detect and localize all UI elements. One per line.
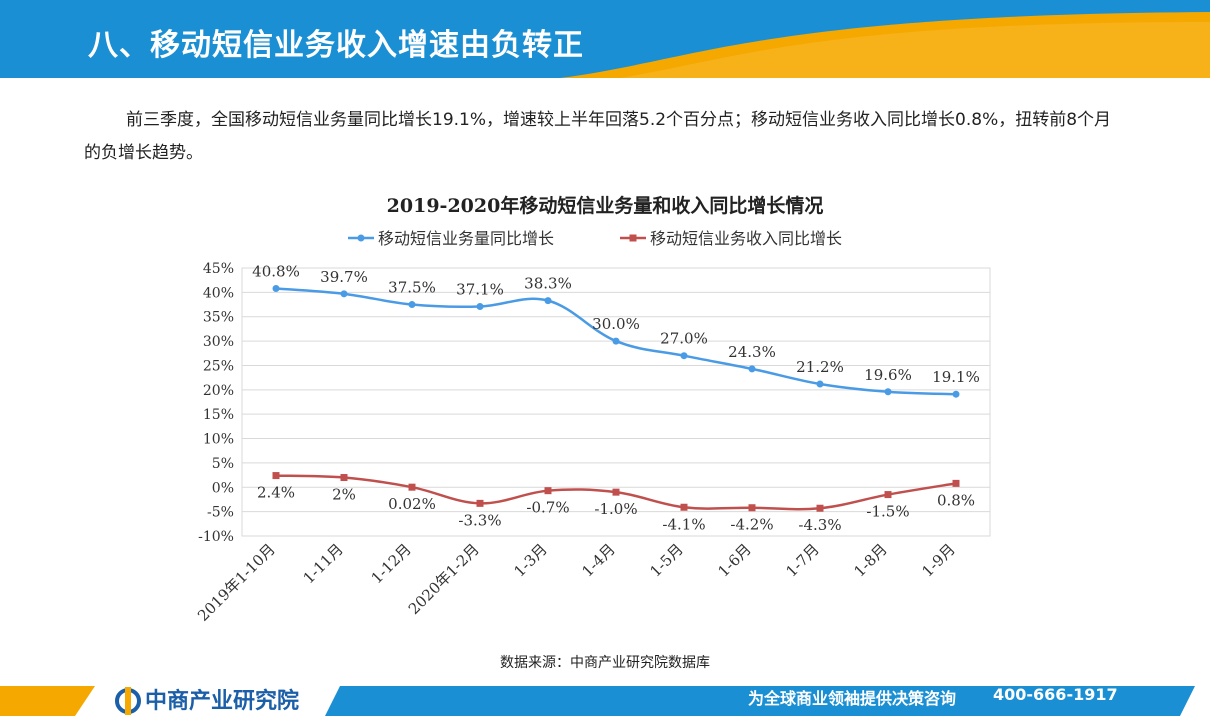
data-label: 39.7% [320,268,368,286]
data-label: 38.3% [524,275,572,293]
data-label: -3.3% [458,511,501,529]
x-tick-label: 1-7月 [782,540,822,580]
data-label: 24.3% [728,343,776,361]
data-label: 19.6% [864,366,912,384]
data-label: 30.0% [592,315,640,333]
data-point [952,390,960,398]
page-title: 八、移动短信业务收入增速由负转正 [88,28,584,63]
legend-entry: 移动短信业务收入同比增长 [650,229,842,248]
y-tick-label: 15% [203,407,234,423]
data-point [680,352,688,360]
footer-phone: 400-666-1917 [993,685,1118,704]
header-banner [0,0,1210,78]
data-point [544,297,552,305]
footer-bar [0,682,1210,716]
legend-marker [357,234,365,242]
legend-entry: 移动短信业务量同比增长 [378,229,554,248]
data-label: 0.02% [388,495,436,513]
data-point [748,365,756,373]
data-point [952,479,960,487]
data-point [748,504,756,512]
summary-paragraph: 前三季度，全国移动短信业务量同比增长19.1%，增速较上半年回落5.2个百分点；… [84,110,1112,163]
data-point [340,290,348,298]
data-point [476,302,484,310]
x-tick-label: 1-9月 [918,540,958,580]
logo-icon [115,687,141,715]
x-tick-label: 1-4月 [578,540,618,580]
chart-title: 2019-2020年移动短信业务量和收入同比增长情况 [386,195,824,217]
line-chart: 45% 40% 35% 30% 25% 20% 15% 10% 5% 0% -5% -10%2019年… [194,229,991,625]
legend-marker [629,234,637,242]
data-point [612,337,620,345]
y-tick-label: 0% [212,480,234,496]
data-point [884,491,892,499]
data-label: 19.1% [932,368,980,386]
data-label: -4.2% [730,516,773,534]
data-label: 21.2% [796,358,844,376]
y-tick-label: 25% [203,358,234,374]
data-label: 37.1% [456,280,504,298]
y-tick-label: 20% [203,383,234,399]
x-tick-label: 1-3月 [510,540,550,580]
company-logo: 中商产业研究院 [145,689,300,714]
data-point [544,487,552,495]
y-tick-label: 10% [203,432,234,448]
data-label: -1.5% [866,503,909,521]
data-label: 2.4% [257,484,295,502]
data-point [612,488,620,496]
data-label: -4.3% [798,516,841,534]
y-tick-label: 30% [203,334,234,350]
data-point [272,472,280,480]
y-tick-label: 40% [203,285,234,301]
x-tick-label: 2019年1-10月 [194,540,279,625]
x-tick-label: 1-6月 [714,540,754,580]
data-label: -1.0% [594,500,637,518]
data-label: 2% [332,486,356,504]
data-label: -4.1% [662,515,705,533]
data-point [884,388,892,396]
data-source: 数据来源：中商产业研究院数据库 [500,655,710,671]
data-point [340,474,348,482]
data-point [680,503,688,511]
x-tick-label: 2020年1-2月 [405,540,483,618]
y-tick-label: 35% [203,310,234,326]
y-tick-label: 5% [212,456,234,472]
data-label: 27.0% [660,330,708,348]
y-tick-label: -5% [207,505,234,521]
data-point [408,483,416,491]
data-point [408,301,416,309]
data-point [476,499,484,507]
data-point [272,284,280,292]
x-tick-label: 1-5月 [646,540,686,580]
y-tick-label: 45% [203,261,234,277]
data-point [816,380,824,388]
x-tick-label: 1-8月 [850,540,890,580]
data-point [816,504,824,512]
data-label: 0.8% [937,491,975,509]
x-tick-label: 1-11月 [300,540,347,587]
data-label: 37.5% [388,279,436,297]
footer-slogan: 为全球商业领袖提供决策咨询 [748,689,957,708]
x-tick-label: 1-12月 [368,540,415,587]
data-label: -0.7% [526,499,569,517]
data-label: 40.8% [252,262,300,280]
y-tick-label: -10% [198,529,234,545]
